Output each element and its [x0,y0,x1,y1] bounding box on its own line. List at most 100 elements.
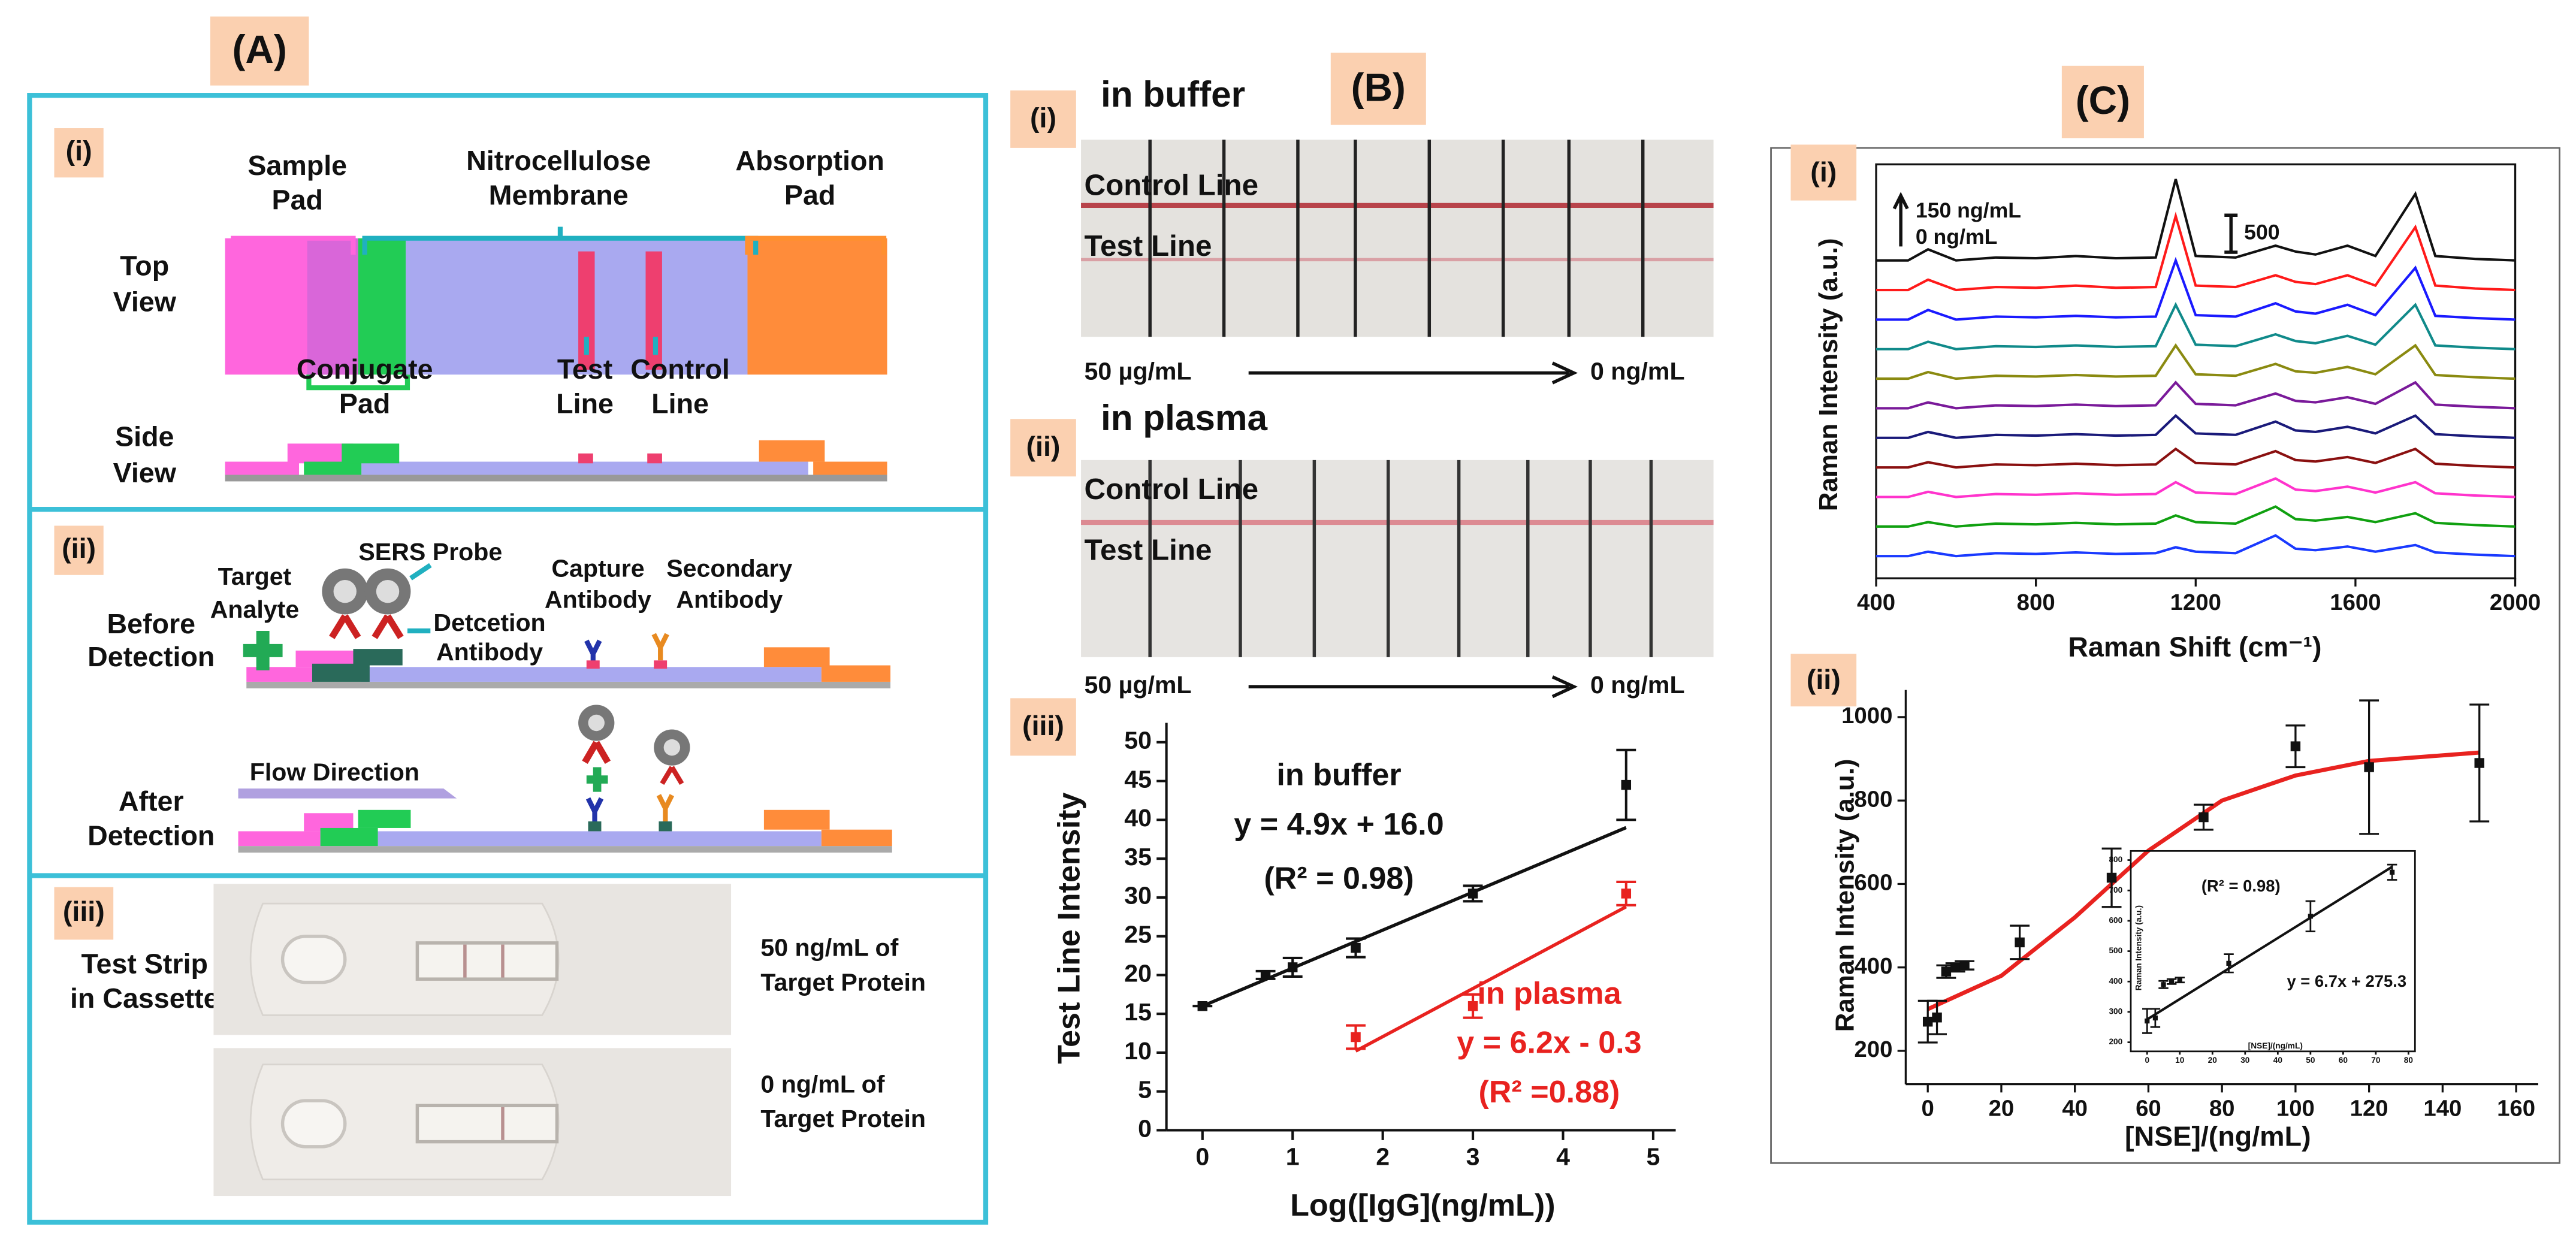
annotation: y = 4.9x + 16.0 [1234,807,1443,842]
label: Pad [784,179,835,210]
y-tick-label: 400 [1854,953,1892,979]
x-tick-label: 1600 [2330,590,2381,615]
bracket [306,374,410,391]
label: Line [651,388,709,419]
side-view [225,440,887,482]
y-tick-label: 45 [1124,765,1152,793]
label: Control Line [1085,473,1259,506]
sub-label: (iii) [63,896,105,927]
annotation: (R² =0.88) [1478,1075,1620,1110]
spectrum [1876,343,2515,380]
data-point [1950,962,1961,972]
y-tick-label: 500 [2109,946,2122,955]
label: Side [115,421,174,452]
data-point [2226,960,2231,966]
label: Top [120,250,169,281]
x-tick-label: 10 [2175,1056,2185,1065]
y-tick-label: 600 [1854,870,1892,896]
x-axis-label: Log([IgG](ng/mL)) [1290,1188,1556,1223]
data-point [2290,741,2301,751]
panel-label: (C) [2076,78,2130,122]
spectrum [1876,447,2515,469]
label: Conjugate [297,353,433,385]
label: Control [630,353,730,385]
spectrum [1876,380,2515,410]
data-point [1621,889,1632,899]
data-point [1959,960,1970,971]
sub-label-box [54,128,104,178]
x-tick-label: 30 [2240,1056,2250,1065]
x-tick-label: 80 [2404,1056,2414,1065]
label: 0 ng/mL [1590,671,1685,699]
y-tick-label: 15 [1124,998,1152,1026]
y-tick-label: 20 [1124,959,1152,987]
spectrum [1876,505,2515,528]
fit-line [1355,905,1627,1053]
data-point [1621,779,1632,790]
annotation: y = 6.7x + 275.3 [2287,972,2406,990]
after-strip [238,705,892,853]
spectrum [1876,534,2515,558]
pointer [584,337,659,355]
sub-label: (i) [1810,156,1837,188]
x-tick-label: 40 [2273,1056,2283,1065]
y-tick-label: 25 [1124,921,1152,948]
label: 0 ng/mL of [760,1070,884,1098]
x-tick-label: 50 [2306,1056,2315,1065]
label: Pad [339,388,390,419]
x-tick-label: 4 [1556,1143,1570,1171]
bracket [745,235,887,255]
x-axis-label: [NSE]/(ng/mL) [2248,1041,2303,1050]
data-point [1351,1032,1361,1042]
fit-line [1201,826,1627,1008]
y-tick-label: 1000 [1841,703,1892,729]
label: Flow Direction [250,758,419,785]
x-tick-label: 400 [1857,590,1895,615]
x-tick-label: 40 [2062,1095,2088,1121]
fit-line [1926,750,2480,1011]
label: View [113,457,177,488]
label: 50 ng/mL of [760,934,898,962]
scale-bar [2224,213,2238,254]
label: Analyte [210,596,300,623]
x-tick-label: 80 [2209,1095,2235,1121]
scale-bar-label: 500 [2244,220,2279,244]
x-tick-label: 60 [2136,1095,2161,1121]
arrow [1248,361,1578,385]
x-tick-label: 3 [1466,1143,1480,1171]
data-point [1197,1001,1208,1011]
label: Line [556,388,614,419]
label: 50 µg/mL [1085,671,1192,699]
x-tick-label: 70 [2371,1056,2381,1065]
before-strip [243,563,891,688]
strip-photo [1081,460,1714,657]
sub-label-box [1790,144,1857,201]
label: Capture [551,554,644,582]
label: Test Strip [81,948,208,980]
x-tick-label: 160 [2497,1095,2535,1121]
panel-frame [27,93,989,1225]
y-axis-label: Raman Intensity (a.u.) [1830,759,1859,1032]
x-tick-label: 0 [2145,1056,2149,1065]
spectrum [1876,302,2515,350]
data-point [1922,1016,1933,1027]
annotation: y = 6.2x - 0.3 [1457,1026,1641,1060]
label: Detcetion [433,609,545,636]
inset-background [2127,851,2415,1051]
cassette-photo [213,1048,732,1196]
x-tick-label: 2000 [2490,590,2541,615]
y-tick-label: 700 [2109,886,2122,895]
spectrum [1876,211,2515,292]
annotation: (R² = 0.98) [1264,861,1414,896]
spectrum [1876,256,2515,321]
sub-label-box [1010,90,1076,148]
sub-label: (ii) [62,533,96,564]
title: in buffer [1101,74,1245,114]
label: 0 ng/mL [1590,357,1685,385]
data-point [2169,979,2175,984]
label: Test Line [1085,229,1212,262]
data-point [1260,970,1271,980]
y-tick-label: 200 [2109,1037,2122,1046]
label: Sample [247,150,347,181]
label: Test Line [1085,533,1212,566]
